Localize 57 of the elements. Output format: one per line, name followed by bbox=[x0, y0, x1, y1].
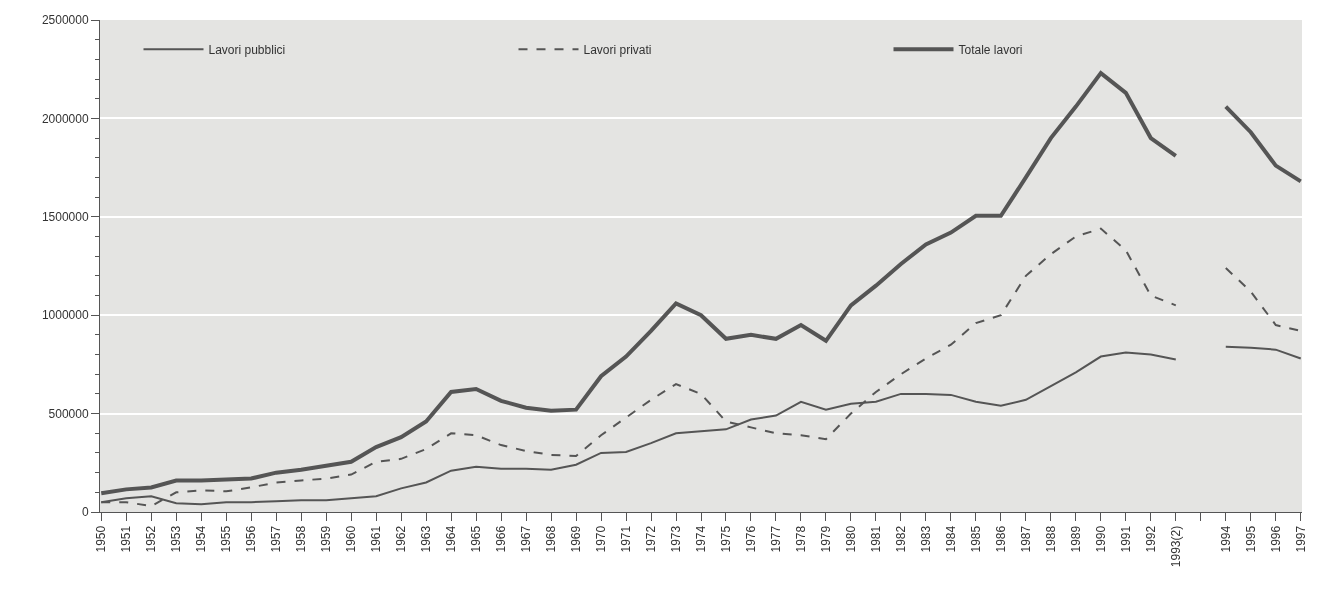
x-tick-label: 1973 bbox=[668, 525, 683, 553]
x-tick-label: 1968 bbox=[543, 525, 558, 553]
x-tick-label: 1986 bbox=[993, 525, 1008, 553]
x-tick-label: 1997 bbox=[1293, 525, 1308, 553]
x-tick-label: 1957 bbox=[269, 525, 284, 553]
x-tick-label: 1970 bbox=[593, 525, 608, 553]
x-tick-label: 1951 bbox=[119, 525, 134, 553]
x-tick-label: 1989 bbox=[1068, 525, 1083, 553]
x-tick-label: 1980 bbox=[843, 525, 858, 553]
y-tick-label: 1500000 bbox=[41, 210, 89, 224]
x-tick-label: 1992 bbox=[1143, 525, 1158, 553]
x-tick-label: 1996 bbox=[1268, 525, 1283, 553]
x-tick-label: 1975 bbox=[718, 525, 733, 553]
x-tick-label: 1954 bbox=[194, 525, 209, 553]
x-tick-label: 1983 bbox=[918, 525, 933, 553]
x-tick-label: 1955 bbox=[219, 525, 234, 553]
x-tick-label: 1963 bbox=[419, 525, 434, 553]
x-tick-label: 1962 bbox=[394, 525, 409, 553]
x-tick-label: 1950 bbox=[94, 525, 109, 553]
x-tick-label: 1960 bbox=[344, 525, 359, 553]
x-tick-label: 1967 bbox=[518, 525, 533, 553]
x-tick-label: 1984 bbox=[943, 525, 958, 553]
x-tick-label: 1974 bbox=[693, 525, 708, 553]
x-tick-label: 1981 bbox=[868, 525, 883, 553]
y-tick-label: 2500000 bbox=[41, 13, 89, 28]
y-tick-label: 1000000 bbox=[41, 308, 89, 323]
x-tick-label: 1969 bbox=[568, 525, 583, 553]
y-tick-label: 500000 bbox=[48, 406, 89, 421]
x-tick-label: 1977 bbox=[768, 525, 783, 553]
x-tick-label: 1994 bbox=[1218, 525, 1233, 553]
x-tick-label: 1982 bbox=[893, 525, 908, 553]
legend-label: Lavori privati bbox=[583, 42, 652, 57]
x-tick-label: 1961 bbox=[369, 525, 384, 553]
x-tick-label: 1987 bbox=[1018, 525, 1033, 553]
x-tick-label: 1966 bbox=[493, 525, 508, 553]
x-tick-label: 1995 bbox=[1243, 525, 1258, 553]
x-tick-label: 1953 bbox=[169, 525, 184, 553]
x-tick-label: 1959 bbox=[319, 525, 334, 553]
x-tick-label: 1991 bbox=[1118, 525, 1133, 553]
x-tick-label: 1958 bbox=[294, 525, 309, 553]
x-tick-label: 1965 bbox=[468, 525, 483, 553]
x-tick-label: 1971 bbox=[618, 525, 633, 553]
x-tick-label: 1993(2) bbox=[1168, 525, 1183, 568]
x-tick-label: 1956 bbox=[244, 525, 259, 553]
x-tick-label: 1990 bbox=[1093, 525, 1108, 553]
y-tick-label: 0 bbox=[81, 505, 89, 520]
x-tick-label: 1988 bbox=[1043, 525, 1058, 553]
x-tick-label: 1985 bbox=[968, 525, 983, 553]
legend-label: Totale lavori bbox=[958, 42, 1023, 57]
x-tick-label: 1978 bbox=[793, 525, 808, 553]
x-tick-label: 1964 bbox=[444, 525, 458, 553]
x-tick-label: 1976 bbox=[743, 525, 758, 553]
x-tick-label: 1979 bbox=[818, 525, 833, 553]
legend-label: Lavori pubblici bbox=[208, 42, 286, 57]
x-tick-label: 1952 bbox=[144, 525, 159, 553]
y-tick-label: 2000000 bbox=[41, 111, 89, 126]
x-tick-label: 1972 bbox=[643, 525, 658, 553]
